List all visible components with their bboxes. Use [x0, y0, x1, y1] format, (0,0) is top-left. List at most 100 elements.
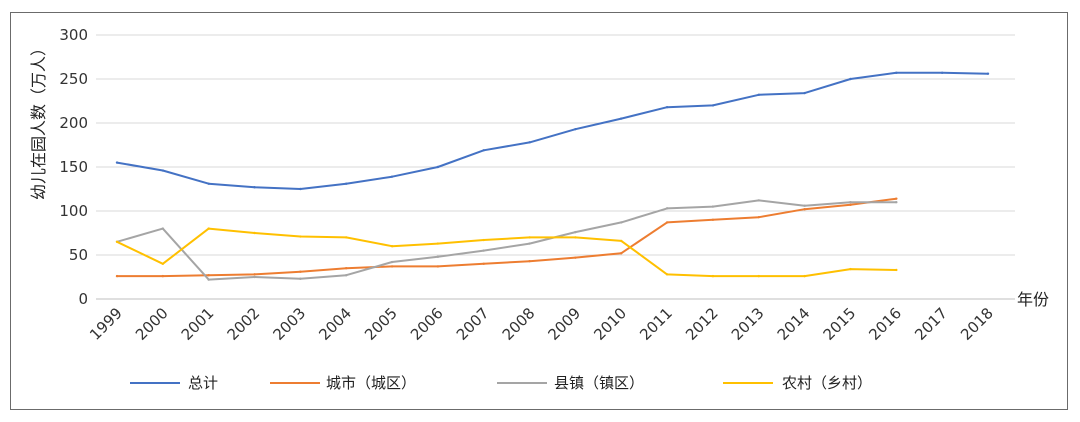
data-point — [757, 215, 760, 219]
data-point — [299, 235, 302, 238]
y-tick-label: 250 — [59, 70, 88, 88]
data-point — [253, 275, 256, 279]
data-point — [574, 256, 577, 259]
data-point — [986, 72, 990, 75]
data-point — [757, 93, 760, 97]
data-point — [436, 265, 440, 268]
data-point — [803, 204, 806, 207]
data-point — [482, 238, 485, 242]
y-axis-title: 幼儿在园人数（万人） — [29, 40, 48, 200]
legend: 总计 城市（城区） 县镇（镇区） 农村（乡村） — [130, 374, 872, 392]
data-point — [574, 236, 577, 239]
data-point — [665, 207, 669, 210]
x-tick-label: 2000 — [132, 304, 172, 344]
x-tick-label: 2015 — [820, 304, 860, 344]
x-tick-label: 2006 — [407, 304, 447, 344]
data-point — [849, 77, 852, 81]
x-tick-label: 2016 — [865, 304, 905, 344]
data-point — [115, 161, 119, 164]
data-point — [665, 273, 669, 276]
data-point — [528, 242, 531, 245]
series-lines — [115, 71, 990, 281]
y-tick-label: 150 — [59, 158, 88, 176]
x-tick-label: 2005 — [361, 304, 401, 344]
data-point — [253, 231, 256, 235]
data-point — [207, 182, 210, 185]
x-tick-label: 2003 — [269, 304, 309, 344]
legend-label-urban: 城市（城区） — [326, 374, 416, 392]
x-tick-label: 2004 — [315, 304, 355, 344]
y-tick-label: 200 — [59, 114, 88, 132]
data-point — [895, 201, 898, 204]
data-point — [482, 249, 485, 252]
series-line-3 — [116, 227, 897, 278]
y-tick-label: 300 — [59, 26, 88, 44]
y-tick-label: 50 — [69, 246, 88, 264]
data-point — [253, 273, 256, 276]
data-point — [620, 252, 623, 255]
legend-item-rural[interactable]: 农村（乡村） — [723, 374, 872, 392]
data-point — [115, 240, 119, 243]
data-point — [390, 260, 394, 264]
y-tick-label: 0 — [78, 290, 88, 308]
y-tick-label: 100 — [59, 202, 88, 220]
legend-item-county-town[interactable]: 县镇（镇区） — [497, 374, 644, 392]
data-point — [849, 267, 852, 271]
data-point — [345, 274, 348, 277]
data-point — [895, 268, 898, 272]
data-point — [574, 230, 577, 234]
legend-item-urban[interactable]: 城市（城区） — [270, 374, 416, 392]
data-point — [161, 274, 165, 278]
data-point — [161, 227, 165, 230]
data-point — [620, 239, 623, 243]
data-point — [803, 91, 806, 95]
data-point — [711, 104, 715, 107]
data-point — [207, 278, 210, 281]
data-point — [482, 149, 485, 152]
x-tick-label: 2018 — [957, 304, 997, 344]
data-point — [849, 203, 852, 207]
data-point — [803, 208, 806, 211]
data-point — [620, 221, 623, 224]
x-tick-label: 2010 — [590, 304, 630, 344]
x-axis-title: 年份 — [1017, 290, 1049, 309]
x-tick-label: 2017 — [911, 304, 951, 344]
legend-label-total: 总计 — [188, 374, 218, 392]
data-point — [390, 175, 394, 178]
data-point — [436, 242, 440, 245]
x-tick-label: 1999 — [86, 304, 126, 344]
series-line-1 — [117, 197, 897, 278]
data-point — [711, 218, 715, 221]
data-point — [757, 199, 760, 202]
data-point — [436, 255, 440, 258]
data-point — [665, 105, 669, 109]
data-point — [895, 197, 898, 200]
data-point — [390, 265, 394, 268]
data-point — [940, 71, 944, 75]
data-point — [299, 277, 302, 280]
data-point — [620, 117, 623, 120]
x-tick-label: 2008 — [499, 304, 539, 344]
data-point — [161, 169, 165, 172]
data-point — [665, 221, 669, 224]
legend-label-rural: 农村（乡村） — [782, 374, 872, 392]
data-point — [345, 236, 348, 239]
y-axis-ticks: 0 50 100 150 200 250 300 — [59, 26, 88, 308]
x-tick-label: 2013 — [728, 304, 768, 344]
x-axis-ticks: 1999 2000 2001 2002 2003 2004 2005 2006 2007 2008… — [86, 304, 997, 344]
chart-frame — [10, 12, 1068, 410]
data-point — [436, 165, 440, 169]
legend-item-total[interactable]: 总计 — [130, 374, 218, 392]
series-line-2 — [116, 199, 897, 281]
x-tick-label: 2011 — [636, 304, 676, 344]
data-point — [253, 186, 256, 189]
data-point — [528, 259, 531, 263]
data-point — [299, 270, 302, 273]
legend-label-county-town: 县镇（镇区） — [554, 374, 644, 392]
data-point — [345, 182, 348, 185]
x-tick-label: 2001 — [178, 304, 218, 344]
x-tick-label: 2014 — [774, 304, 814, 344]
data-point — [345, 267, 348, 270]
x-tick-label: 2012 — [682, 304, 722, 344]
